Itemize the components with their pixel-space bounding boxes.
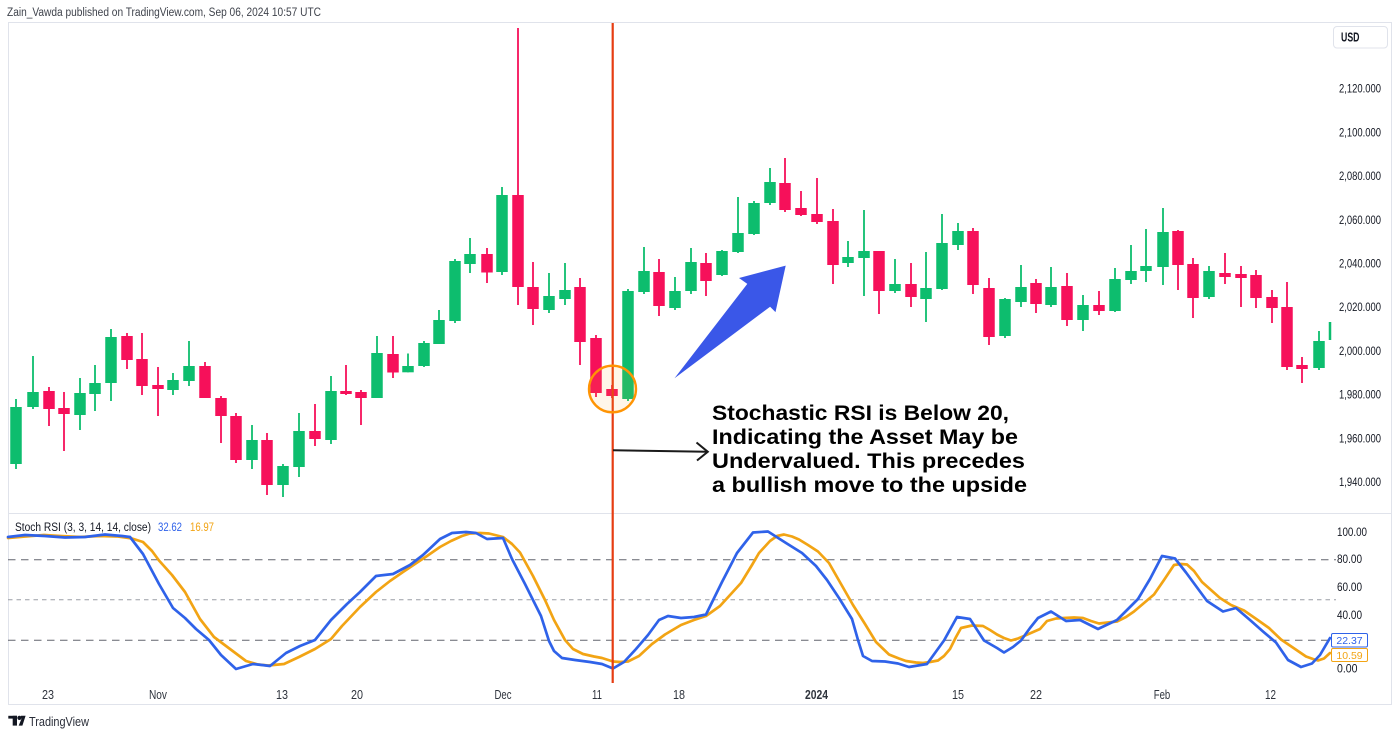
- svg-text:Indicating the Asset May be: Indicating the Asset May be: [712, 426, 1018, 449]
- svg-text:2,100.000: 2,100.000: [1339, 127, 1381, 139]
- svg-text:2024: 2024: [805, 687, 829, 702]
- svg-text:12: 12: [1265, 687, 1276, 702]
- svg-text:Undervalued. This precedes: Undervalued. This precedes: [712, 450, 1025, 473]
- svg-text:2,040.000: 2,040.000: [1339, 259, 1381, 271]
- svg-text:22.37: 22.37: [1336, 635, 1362, 647]
- svg-text:40.00: 40.00: [1337, 610, 1362, 622]
- svg-text:1,980.000: 1,980.000: [1339, 390, 1381, 402]
- svg-text:2,080.000: 2,080.000: [1339, 171, 1381, 183]
- svg-text:80.00: 80.00: [1337, 554, 1362, 566]
- svg-text:2,060.000: 2,060.000: [1339, 215, 1381, 227]
- svg-text:2,020.000: 2,020.000: [1339, 302, 1381, 314]
- svg-text:20: 20: [351, 687, 363, 702]
- svg-text:Nov: Nov: [149, 687, 167, 702]
- svg-text:2,120.000: 2,120.000: [1339, 84, 1381, 96]
- svg-text:60.00: 60.00: [1337, 582, 1362, 594]
- svg-text:Feb: Feb: [1154, 687, 1171, 702]
- svg-text:0.00: 0.00: [1337, 664, 1358, 676]
- svg-text:1,960.000: 1,960.000: [1339, 433, 1381, 445]
- svg-text:Stoch RSI (3, 3, 14, 14, close: Stoch RSI (3, 3, 14, 14, close): [15, 522, 151, 534]
- svg-text:10.59: 10.59: [1336, 650, 1362, 662]
- svg-text:100.00: 100.00: [1337, 527, 1367, 539]
- svg-text:32.62: 32.62: [158, 522, 182, 534]
- svg-text:23: 23: [42, 687, 54, 702]
- svg-text:16.97: 16.97: [190, 522, 214, 534]
- svg-text:TradingView: TradingView: [29, 715, 90, 729]
- svg-text:22: 22: [1030, 687, 1042, 702]
- svg-text:11: 11: [592, 687, 602, 702]
- svg-text:Dec: Dec: [495, 687, 512, 702]
- svg-text:Zain_Vawda published on Tradin: Zain_Vawda published on TradingView.com,…: [7, 7, 321, 19]
- svg-text:15: 15: [952, 687, 964, 702]
- svg-text:2,000.000: 2,000.000: [1339, 346, 1381, 358]
- svg-text:13: 13: [276, 687, 288, 702]
- svg-text:Stochastic RSI is Below 20,: Stochastic RSI is Below 20,: [712, 402, 1009, 425]
- svg-text:1,940.000: 1,940.000: [1339, 477, 1381, 489]
- svg-text:a bullish move to the upside: a bullish move to the upside: [712, 474, 1027, 497]
- svg-text:USD: USD: [1341, 30, 1360, 45]
- svg-text:18: 18: [673, 687, 685, 702]
